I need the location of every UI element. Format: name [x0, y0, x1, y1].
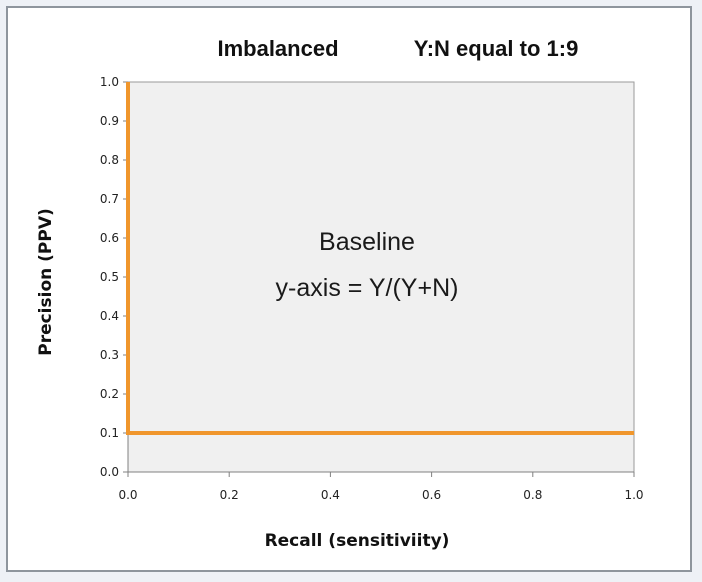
y-tick-label: 0.8 [100, 153, 119, 167]
y-tick-label: 0.6 [100, 231, 119, 245]
x-tick-label: 0.8 [523, 488, 542, 502]
x-tick-label: 0.2 [220, 488, 239, 502]
y-tick-label: 0.9 [100, 114, 119, 128]
plot-area [127, 81, 635, 473]
y-tick-label: 0.2 [100, 387, 119, 401]
annotation-baseline: Baseline [319, 228, 415, 256]
series-layer [126, 82, 634, 435]
chart-title-right: Y:N equal to 1:9 [414, 36, 579, 61]
y-tick-label: 0.1 [100, 426, 119, 440]
x-tick-label: 0.0 [118, 488, 137, 502]
y-tick-label: 0.5 [100, 270, 119, 284]
x-tick-label: 1.0 [624, 488, 643, 502]
x-tick-label: 0.4 [321, 488, 340, 502]
annotation-formula: y-axis = Y/(Y+N) [276, 274, 459, 302]
y-tick-label: 0.7 [100, 192, 119, 206]
x-tick-label: 0.6 [422, 488, 441, 502]
baseline-curve [126, 82, 634, 435]
y-axis-title: Precision (PPV) [36, 208, 56, 356]
chart-title-left: Imbalanced [217, 36, 338, 61]
x-axis-title: Recall (sensitiviity) [265, 531, 450, 551]
y-tick-label: 0.3 [100, 348, 119, 362]
y-tick-label: 0.0 [100, 465, 119, 479]
x-axis-ticks: 0.0 0.2 0.4 0.6 0.8 1.0 [118, 472, 644, 502]
y-tick-label: 1.0 [100, 75, 119, 89]
y-axis-ticks: 0.0 0.1 0.2 0.3 0.4 0.5 0.6 0.7 0.8 0.9 1.0 [100, 75, 128, 479]
y-tick-label: 0.4 [100, 309, 119, 323]
